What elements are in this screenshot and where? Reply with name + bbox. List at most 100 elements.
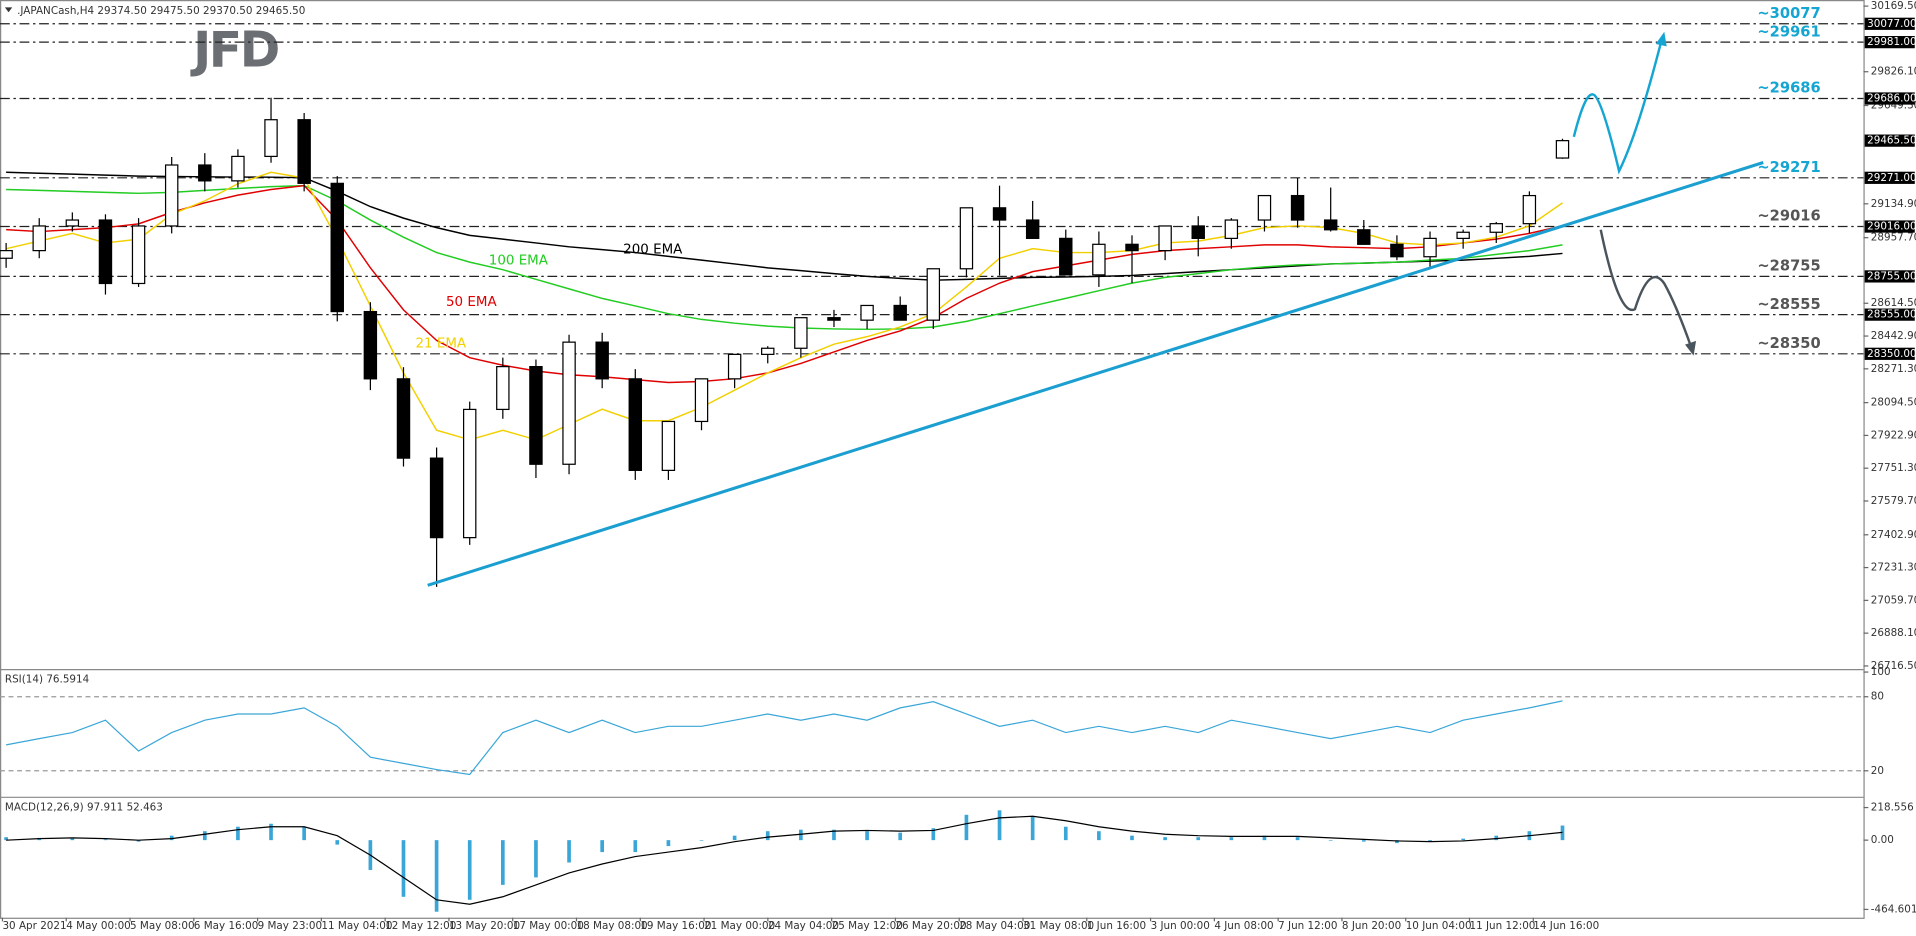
candle-body xyxy=(893,304,907,321)
level-note: ~29271 xyxy=(1757,159,1820,176)
level-axis-label: 29981.00 xyxy=(1867,36,1916,48)
level-axis-label: 29686.00 xyxy=(1867,93,1916,105)
rsi-line xyxy=(6,700,1563,776)
candle-body xyxy=(1290,194,1305,221)
bullish-scenario xyxy=(1572,38,1664,175)
y-tick-label: 29826.10 xyxy=(1871,66,1916,78)
macd-bar xyxy=(136,840,141,842)
candle-body xyxy=(1522,194,1537,225)
macd-bar xyxy=(699,840,704,841)
level-note: ~28350 xyxy=(1757,335,1820,352)
macd-bar xyxy=(534,840,538,878)
candle-body xyxy=(1025,219,1040,239)
ema-label: 50 EMA xyxy=(446,295,497,310)
y-tick-label: 29134.90 xyxy=(1871,198,1916,210)
candle-body xyxy=(1489,223,1503,233)
candle-body xyxy=(1357,229,1371,245)
x-tick-label: 3 Jun 00:00 xyxy=(1151,920,1210,932)
candle-body xyxy=(429,457,444,539)
menu-triangle[interactable] xyxy=(4,7,13,13)
level-axis-label: 28350.00 xyxy=(1867,348,1916,360)
y-tick-label: 80 xyxy=(1871,691,1884,703)
level-note: ~29961 xyxy=(1757,23,1820,40)
candle-body xyxy=(396,378,411,459)
macd-bar xyxy=(103,839,108,841)
level-box xyxy=(1864,171,1915,184)
ema-line xyxy=(5,171,1563,441)
macd-bar xyxy=(1196,837,1201,841)
x-tick-label: 14 Jun 16:00 xyxy=(1533,920,1599,932)
macd-bar xyxy=(600,840,605,853)
candle-body xyxy=(496,365,510,411)
level-box xyxy=(1864,308,1915,321)
candle-body xyxy=(1191,225,1205,239)
y-tick-label: 28271.30 xyxy=(1871,363,1916,375)
level-axis-label: 28755.00 xyxy=(1867,270,1916,282)
macd-bar xyxy=(335,840,340,845)
y-tick-label: 28442.90 xyxy=(1871,330,1916,342)
x-tick-label: 18 May 08:00 xyxy=(577,920,648,932)
y-tick-label: 27751.30 xyxy=(1871,462,1916,474)
candle-body xyxy=(164,164,179,227)
macd-bar xyxy=(1361,840,1366,842)
x-tick-label: 10 Jun 04:00 xyxy=(1406,920,1472,932)
macd-bar xyxy=(898,832,903,841)
rsi-header: RSI(14) 76.5914 xyxy=(5,673,90,685)
y-tick-label: 27922.90 xyxy=(1871,429,1916,441)
macd-bar xyxy=(1395,840,1399,844)
macd-bar xyxy=(567,840,571,863)
candle-body xyxy=(959,207,974,270)
x-tick-label: 4 May 00:00 xyxy=(66,920,131,932)
candle-body xyxy=(529,365,543,465)
macd-bar xyxy=(865,831,869,841)
y-tick-label: 30169.50 xyxy=(1871,0,1916,12)
candle-body xyxy=(992,207,1007,221)
macd-bar xyxy=(799,829,803,841)
level-box xyxy=(1864,347,1915,360)
trendline xyxy=(427,161,1764,587)
level-note: ~28555 xyxy=(1757,296,1820,313)
x-tick-label: 13 May 20:00 xyxy=(449,920,520,932)
macd-bar xyxy=(169,835,174,841)
level-box xyxy=(1864,92,1915,105)
x-tick-label: 21 May 00:00 xyxy=(704,920,775,932)
arrow-head xyxy=(1685,340,1697,356)
candle-body xyxy=(1257,194,1272,221)
macd-bar xyxy=(633,840,638,853)
x-tick-label: 4 Jun 08:00 xyxy=(1214,920,1273,932)
candle-body xyxy=(1224,219,1239,239)
x-tick-label: 12 May 12:00 xyxy=(385,920,456,932)
macd-bar xyxy=(236,826,240,841)
x-tick-label: 19 May 16:00 xyxy=(640,920,711,932)
x-tick-label: 5 May 08:00 xyxy=(130,920,195,932)
candle-body xyxy=(1125,243,1139,252)
macd-bar xyxy=(1428,840,1432,842)
level-box xyxy=(1864,270,1915,283)
level-axis-label: 29016.00 xyxy=(1867,221,1916,233)
y-tick-label: 20 xyxy=(1871,765,1884,777)
x-tick-label: 6 May 16:00 xyxy=(194,920,259,932)
x-tick-label: 9 May 23:00 xyxy=(258,920,323,932)
plot-frame xyxy=(0,0,1865,919)
ema-line xyxy=(6,171,1563,281)
bearish-scenario xyxy=(1599,229,1693,348)
y-tick-label: 28957.70 xyxy=(1871,232,1916,244)
y-tick-label: -464.601 xyxy=(1871,903,1916,915)
arrow-head xyxy=(1655,31,1667,47)
macd-bar xyxy=(931,828,936,841)
signal-line xyxy=(6,815,1563,905)
x-tick-label: 25 May 12:00 xyxy=(832,920,903,932)
macd-bar xyxy=(202,831,207,841)
ema-label: 100 EMA xyxy=(489,253,549,268)
candle-body xyxy=(1423,237,1437,258)
ema-label: 200 EMA xyxy=(623,242,683,257)
candle-body xyxy=(1456,231,1470,239)
candle-body xyxy=(98,219,113,285)
y-tick-label: 0.00 xyxy=(1871,834,1894,846)
macd-bar xyxy=(1295,837,1300,841)
candle-body xyxy=(264,119,278,158)
x-tick-label: 11 May 04:00 xyxy=(321,920,392,932)
candle-body xyxy=(65,219,80,227)
